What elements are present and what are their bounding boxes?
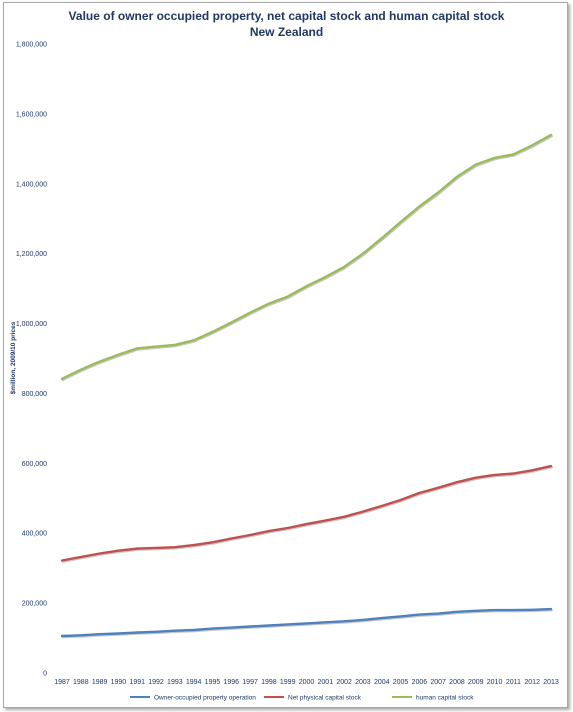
chart-title-block: Value of owner occupied property, net ca… (0, 8, 573, 40)
series-lines (60, 133, 553, 639)
x-tick-label: 1996 (223, 679, 239, 686)
x-tick-label: 1991 (129, 679, 145, 686)
y-tick-label: 1,000,000 (16, 321, 47, 328)
y-tick-label: 400,000 (22, 531, 47, 538)
x-tick-label: 2003 (355, 679, 371, 686)
x-tick-label: 2001 (318, 679, 334, 686)
y-tick-label: 200,000 (22, 601, 47, 608)
series-line-shadow (61, 466, 553, 563)
x-tick-label: 1990 (111, 679, 127, 686)
x-tick-label: 2006 (412, 679, 428, 686)
x-tick-label: 2011 (506, 679, 521, 686)
x-tick-label: 1998 (261, 679, 277, 686)
x-tick-label: 1992 (148, 679, 164, 686)
x-tick-label: 2013 (543, 679, 559, 686)
x-tick-label: 1988 (73, 679, 89, 686)
y-tick-label: 800,000 (22, 391, 47, 398)
legend-label: Owner-occupied property operation (154, 694, 256, 701)
series-line-shadow (61, 135, 553, 382)
x-tick-label: 1987 (54, 679, 70, 686)
y-axis: 0 200,000 400,000 600,000 800,000 1,000,000 1,… (16, 42, 47, 678)
x-tick-label: 2008 (449, 679, 465, 686)
series-line-1 (60, 464, 553, 562)
y-tick-label: 1,600,000 (16, 111, 47, 118)
x-tick-label: 2012 (524, 679, 540, 686)
y-tick-label: 600,000 (22, 461, 47, 468)
x-tick-label: 2004 (374, 679, 390, 686)
series-line-0 (60, 607, 553, 638)
x-tick-label: 1997 (242, 679, 258, 686)
y-tick-label: 1,400,000 (16, 181, 47, 188)
y-tick-label: 1,800,000 (16, 42, 47, 49)
chart-title: Value of owner occupied property, net ca… (68, 9, 505, 23)
x-tick-label: 2005 (393, 679, 409, 686)
chart-frame (3, 2, 568, 708)
legend-label: Net physical capital stock (288, 694, 362, 701)
x-tick-label: 2002 (336, 679, 352, 686)
x-tick-label: 1999 (280, 679, 296, 686)
x-tick-label: 1989 (92, 679, 108, 686)
series-line-2 (60, 133, 553, 380)
y-tick-label: 1,200,000 (16, 251, 47, 258)
x-tick-label: 1993 (167, 679, 183, 686)
x-tick-label: 2009 (468, 679, 484, 686)
x-tick-label: 1995 (205, 679, 221, 686)
x-tick-label: 2000 (299, 679, 315, 686)
legend-label: human capital stock (416, 694, 474, 701)
series-line-shadow (61, 609, 553, 639)
legend: Owner-occupied property operation Net phy… (130, 694, 474, 701)
x-tick-label: 2007 (430, 679, 446, 686)
x-tick-label: 2010 (487, 679, 503, 686)
y-axis-label: $million, 2009/10 prices (10, 321, 17, 394)
x-tick-label: 1994 (186, 679, 202, 686)
chart-subtitle: New Zealand (249, 25, 324, 39)
x-axis: 1987 1988 1989 1990 1991 1992 1993 1994 1995 1996… (54, 679, 559, 686)
y-tick-label: 0 (43, 671, 47, 678)
